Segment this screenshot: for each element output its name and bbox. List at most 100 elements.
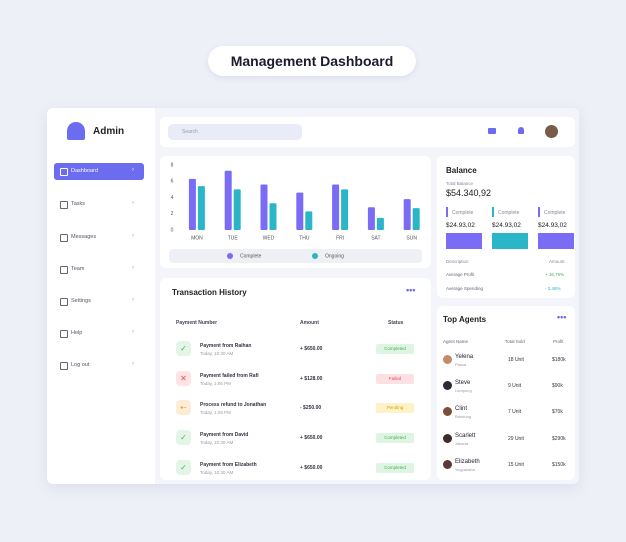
total-value: $54.340,92 <box>446 188 492 198</box>
nav-chevron: › <box>132 167 134 173</box>
legend-swatch <box>312 253 318 259</box>
amount: + $650.00 <box>300 464 323 471</box>
nav-icon <box>60 168 68 176</box>
mail-icon[interactable] <box>488 128 496 134</box>
payment-time: Today, 10:30 AM <box>200 351 234 356</box>
bar <box>305 211 313 230</box>
bell-icon[interactable] <box>518 127 524 134</box>
card-stripe <box>538 207 540 217</box>
profit: $70k <box>552 409 563 416</box>
card-value: $24.93,02 <box>492 222 521 229</box>
section-title: Transaction History <box>172 288 247 297</box>
x-tick-label: WED <box>263 235 275 241</box>
payment-name: Payment from Elizabeth <box>200 461 257 468</box>
section-title: Top Agents <box>443 315 487 324</box>
payment-name: Process refund to Jonathan <box>200 402 267 409</box>
column-header: Profit <box>553 339 564 344</box>
nav-item[interactable]: Dashboard <box>71 168 98 174</box>
search-placeholder: Search <box>182 129 198 135</box>
nav-item[interactable]: Messages <box>71 234 97 240</box>
nav-item[interactable]: Help <box>71 330 83 336</box>
payment-time: Today, 1:05 PM <box>200 410 231 416</box>
user-avatar[interactable] <box>545 125 558 138</box>
legend-swatch <box>227 253 233 259</box>
search-box[interactable] <box>168 124 302 140</box>
legend-bg <box>169 249 422 263</box>
column-header: Amount <box>300 320 319 326</box>
status-badge: Completed <box>376 462 414 473</box>
nav-icon <box>60 201 68 209</box>
card-stripe <box>446 207 448 217</box>
bar <box>367 207 375 230</box>
y-tick-label: 4 <box>171 195 174 201</box>
x-tick-label: SAT <box>371 235 380 241</box>
column-header: Payment Number <box>176 320 218 326</box>
nav-item[interactable]: Log out <box>71 362 90 368</box>
row-label: Average Profit <box>446 272 475 277</box>
y-tick-label: 6 <box>171 179 174 185</box>
nav-active-bg[interactable] <box>54 163 144 180</box>
amount: + $650.00 <box>300 346 323 352</box>
section-title: Balance <box>446 166 477 175</box>
total-sold: 9 Unit <box>508 383 522 390</box>
y-tick-label: 8 <box>171 162 174 168</box>
status-icon: ⇠ <box>176 400 191 416</box>
agent-avatar <box>443 355 452 364</box>
profit: $180k <box>552 357 566 363</box>
card-value: $24.93,02 <box>538 222 567 229</box>
nav-chevron: › <box>132 265 134 271</box>
page-title: Management Dashboard <box>230 53 394 69</box>
agent-city: Bandung <box>455 414 472 420</box>
more-menu[interactable]: ••• <box>406 285 416 295</box>
agent-avatar <box>443 381 452 391</box>
payment-time: Today, 10:30 AM <box>200 469 234 475</box>
nav-item[interactable]: Settings <box>71 298 91 304</box>
bar <box>296 192 304 230</box>
bar <box>412 208 420 230</box>
nav-item[interactable]: Tasks <box>71 201 86 207</box>
x-tick-label: SUN <box>406 235 417 241</box>
column-header: Description <box>446 259 469 264</box>
nav-icon <box>60 298 68 306</box>
x-tick-label: TUE <box>228 235 239 241</box>
agent-name: Steve <box>455 380 471 387</box>
x-tick-label: THU <box>299 235 310 241</box>
status-badge: Pending <box>376 403 414 414</box>
nav-chevron: › <box>132 233 134 239</box>
card-stripe <box>492 207 494 217</box>
column-header: Total Sold <box>505 339 525 344</box>
total-sold: 7 Unit <box>508 409 522 416</box>
amount: + $650.00 <box>300 435 323 442</box>
legend-label: Complete <box>240 253 262 259</box>
card-bar <box>538 233 574 249</box>
payment-time: Today, 1:05 PM <box>200 380 231 386</box>
agent-name: Scarlett <box>455 432 476 439</box>
payment-name: Payment from Raihan <box>200 343 252 349</box>
agent-city: Jakarta <box>455 440 469 446</box>
more-menu[interactable]: ••• <box>557 312 567 322</box>
status-badge: Completed <box>376 344 414 354</box>
nav-item[interactable]: Team <box>71 266 85 272</box>
status-badge: Completed <box>376 433 414 444</box>
nav-icon <box>60 266 68 274</box>
row-amount: + 16,76% <box>545 272 565 277</box>
column-header: Status <box>388 320 404 326</box>
column-header: Amount <box>549 259 565 264</box>
card-label: Complete <box>452 210 474 216</box>
agent-name: Clint <box>455 406 468 413</box>
bar <box>332 184 340 230</box>
nav-icon <box>60 330 68 338</box>
agent-city: Lampung <box>455 388 472 394</box>
y-tick-label: 2 <box>171 211 174 217</box>
bar <box>376 217 384 230</box>
amount: + $128.00 <box>300 375 323 382</box>
agent-avatar <box>443 433 452 443</box>
x-tick-label: FRI <box>336 235 344 241</box>
bar <box>233 189 241 230</box>
bar <box>341 189 349 230</box>
card-bar <box>446 233 482 249</box>
nav-icon <box>60 234 68 242</box>
card-label: Complete <box>544 210 566 216</box>
status-icon: ✓ <box>176 430 191 446</box>
